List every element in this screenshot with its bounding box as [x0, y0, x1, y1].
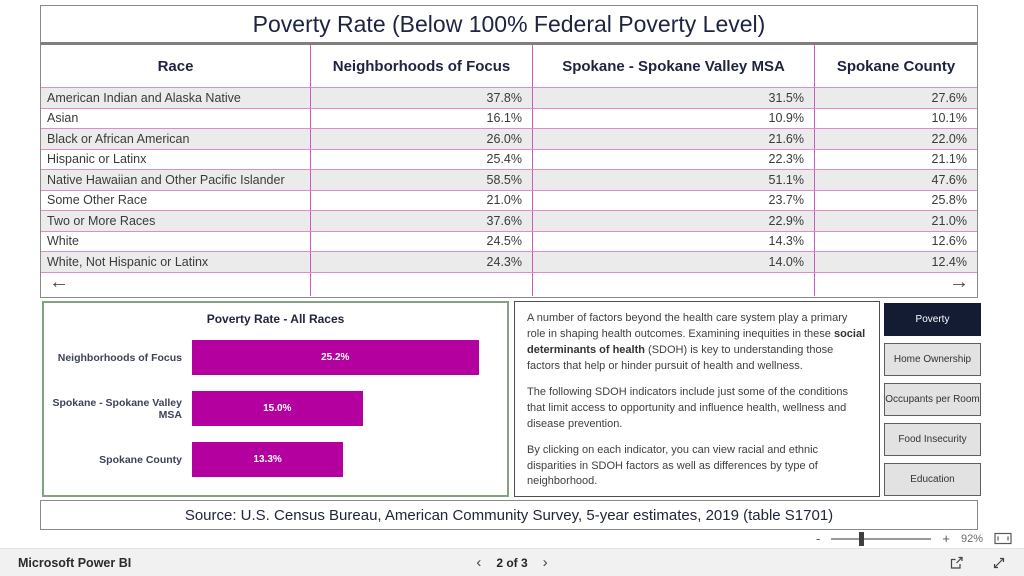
value-cell: 58.5%	[310, 170, 532, 190]
chart-title: Poverty Rate - All Races	[206, 312, 345, 326]
table-row[interactable]: White 24.5% 14.3% 12.6%	[41, 231, 977, 252]
value-cell: 47.6%	[814, 170, 977, 190]
bar-row: Spokane County 13.3%	[44, 442, 507, 477]
value-cell: 25.4%	[310, 149, 532, 169]
value-cell: 26.0%	[310, 129, 532, 149]
bars-area: Neighborhoods of Focus 25.2% Spokane - S…	[44, 340, 507, 477]
race-cell: Some Other Race	[47, 193, 148, 208]
next-page-icon[interactable]: ›	[542, 554, 548, 571]
bar-row: Spokane - Spokane Valley MSA 15.0%	[44, 391, 507, 426]
bar-value-label: 15.0%	[263, 403, 292, 414]
sdoh-paragraph-1: A number of factors beyond the health ca…	[527, 312, 866, 372]
race-cell: White, Not Hispanic or Latinx	[47, 254, 209, 269]
race-cell: Two or More Races	[47, 213, 156, 228]
bar-category-label: Spokane County	[99, 453, 182, 466]
race-cell: Hispanic or Latinx	[47, 152, 147, 167]
bar-fill[interactable]: 13.3%	[192, 442, 344, 477]
value-cell: 21.0%	[814, 211, 977, 231]
bar-fill[interactable]: 25.2%	[192, 340, 479, 375]
nav-button-occupants-per-room[interactable]: Occupants per Room	[884, 383, 981, 416]
table-row[interactable]: White, Not Hispanic or Latinx 24.3% 14.0…	[41, 252, 977, 273]
column-header-neighborhoods-of-focus: Neighborhoods of Focus	[310, 45, 532, 88]
share-icon[interactable]	[949, 556, 964, 570]
race-cell: American Indian and Alaska Native	[47, 90, 241, 105]
sdoh-indicator-nav: Poverty Home Ownership Occupants per Roo…	[884, 303, 981, 503]
table-row[interactable]: Black or African American 26.0% 21.6% 22…	[41, 129, 977, 150]
value-cell: 16.1%	[310, 108, 532, 128]
value-cell: 37.8%	[310, 88, 532, 108]
value-cell: 14.3%	[532, 231, 814, 251]
zoom-controls: - + 92%	[816, 530, 1012, 547]
value-cell: 21.6%	[532, 129, 814, 149]
value-cell: 10.1%	[814, 108, 977, 128]
nav-button-home-ownership[interactable]: Home Ownership	[884, 343, 981, 376]
table-scroll-row: ← →	[41, 270, 977, 296]
bar-value-label: 25.2%	[321, 352, 350, 363]
race-cell: Native Hawaiian and Other Pacific Island…	[47, 172, 285, 187]
race-cell: Black or African American	[47, 131, 190, 146]
sdoh-description: A number of factors beyond the health ca…	[514, 301, 880, 497]
bar-category-label: Spokane - Spokane Valley MSA	[52, 396, 182, 421]
value-cell: 14.0%	[532, 252, 814, 272]
scroll-right-icon[interactable]: →	[949, 270, 969, 293]
bar-category-label: Neighborhoods of Focus	[57, 351, 182, 364]
zoom-out-button[interactable]: -	[816, 531, 821, 546]
fit-to-page-icon[interactable]	[994, 532, 1012, 545]
table-header-row: Race Neighborhoods of Focus Spokane - Sp…	[41, 45, 977, 88]
value-cell: 25.8%	[814, 190, 977, 210]
zoom-slider[interactable]	[831, 531, 932, 546]
value-cell: 51.1%	[532, 170, 814, 190]
table-row[interactable]: Hispanic or Latinx 25.4% 22.3% 21.1%	[41, 149, 977, 170]
value-cell: 23.7%	[532, 190, 814, 210]
report-title-bar: Poverty Rate (Below 100% Federal Poverty…	[40, 5, 978, 45]
scroll-left-icon[interactable]: ←	[49, 270, 69, 293]
race-cell: White	[47, 234, 79, 249]
value-cell: 24.3%	[310, 252, 532, 272]
sdoh-paragraph-2: The following SDOH indicators include ju…	[527, 385, 848, 430]
poverty-table: Race Neighborhoods of Focus Spokane - Sp…	[40, 45, 978, 298]
zoom-slider-handle[interactable]	[859, 531, 865, 546]
value-cell: 22.3%	[532, 149, 814, 169]
source-text: Source: U.S. Census Bureau, American Com…	[184, 506, 834, 524]
table-row[interactable]: Asian 16.1% 10.9% 10.1%	[41, 108, 977, 129]
bar-value-label: 13.3%	[253, 454, 282, 465]
value-cell: 37.6%	[310, 211, 532, 231]
table-row[interactable]: Native Hawaiian and Other Pacific Island…	[41, 170, 977, 191]
page-indicator: 2 of 3	[496, 555, 528, 570]
nav-button-food-insecurity[interactable]: Food Insecurity	[884, 423, 981, 456]
value-cell: 31.5%	[532, 88, 814, 108]
table-row[interactable]: Some Other Race 21.0% 23.7% 25.8%	[41, 190, 977, 211]
page-navigation: ‹ 2 of 3 ›	[476, 555, 547, 570]
source-bar: Source: U.S. Census Bureau, American Com…	[40, 500, 978, 530]
sdoh-paragraph-3: By clicking on each indicator, you can v…	[527, 443, 819, 488]
table-row[interactable]: American Indian and Alaska Native 37.8% …	[41, 88, 977, 109]
value-cell: 21.0%	[310, 190, 532, 210]
previous-page-icon[interactable]: ‹	[476, 554, 482, 571]
value-cell: 12.4%	[814, 252, 977, 272]
powerbi-brand: Microsoft Power BI	[18, 555, 132, 570]
value-cell: 21.1%	[814, 149, 977, 169]
race-cell: Asian	[47, 111, 79, 126]
nav-button-education[interactable]: Education	[884, 463, 981, 496]
value-cell: 22.0%	[814, 129, 977, 149]
bar-row: Neighborhoods of Focus 25.2%	[44, 340, 507, 375]
poverty-bar-chart: Poverty Rate - All Races Neighborhoods o…	[42, 301, 509, 497]
zoom-level-label: 92%	[960, 532, 983, 545]
powerbi-footer-bar: Microsoft Power BI ‹ 2 of 3 ›	[0, 548, 1024, 576]
value-cell: 10.9%	[532, 108, 814, 128]
column-header-spokane-county: Spokane County	[814, 45, 977, 88]
column-header-spokane-msa: Spokane - Spokane Valley MSA	[532, 45, 814, 88]
zoom-in-button[interactable]: +	[942, 531, 950, 546]
column-header-race: Race	[41, 45, 310, 88]
value-cell: 24.5%	[310, 231, 532, 251]
fullscreen-icon[interactable]	[992, 556, 1006, 570]
table-row[interactable]: Two or More Races 37.6% 22.9% 21.0%	[41, 211, 977, 232]
nav-button-poverty[interactable]: Poverty	[884, 303, 981, 336]
value-cell: 27.6%	[814, 88, 977, 108]
value-cell: 12.6%	[814, 231, 977, 251]
page-title: Poverty Rate (Below 100% Federal Poverty…	[252, 10, 766, 37]
value-cell: 22.9%	[532, 211, 814, 231]
bar-fill[interactable]: 15.0%	[192, 391, 363, 426]
